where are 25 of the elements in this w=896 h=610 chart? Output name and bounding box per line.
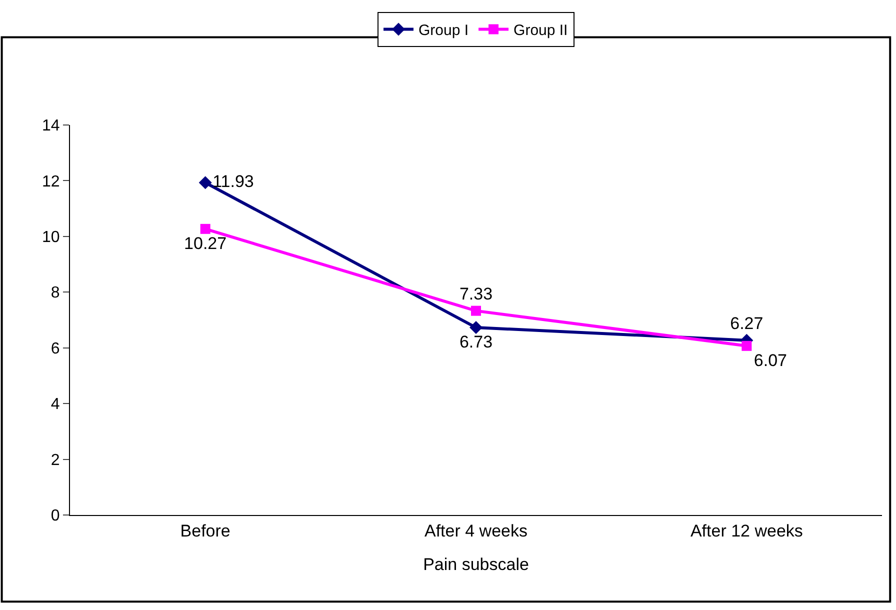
y-tick-label: 10 — [42, 229, 60, 246]
point — [742, 340, 752, 351]
y-tick-label: 14 — [42, 118, 60, 135]
point — [198, 176, 212, 190]
point — [471, 306, 481, 316]
point — [470, 321, 482, 334]
y-tick-label: 4 — [50, 396, 60, 414]
point — [200, 224, 210, 234]
legend-label: Group II — [514, 22, 568, 40]
x-axis-title: Pain subscale — [423, 554, 529, 574]
y-tick-label: 12 — [42, 173, 60, 190]
y-tick-label: 0 — [50, 508, 60, 525]
legend-label: Group I — [418, 22, 469, 40]
x-tick-label: After 4 weeks — [424, 521, 528, 540]
data-label: 6.27 — [730, 314, 764, 333]
y-tick-label: 6 — [50, 340, 60, 358]
y-tick-label: 8 — [50, 284, 60, 302]
x-tick-label: After 12 weeks — [690, 521, 803, 540]
data-label: 6.73 — [459, 332, 493, 352]
x-tick-label: Before — [180, 521, 230, 540]
data-label: 7.33 — [459, 284, 493, 304]
y-tick-label: 2 — [50, 452, 60, 469]
data-label: 10.27 — [184, 234, 227, 253]
data-label: 11.93 — [212, 172, 254, 191]
data-label: 6.07 — [754, 350, 788, 370]
